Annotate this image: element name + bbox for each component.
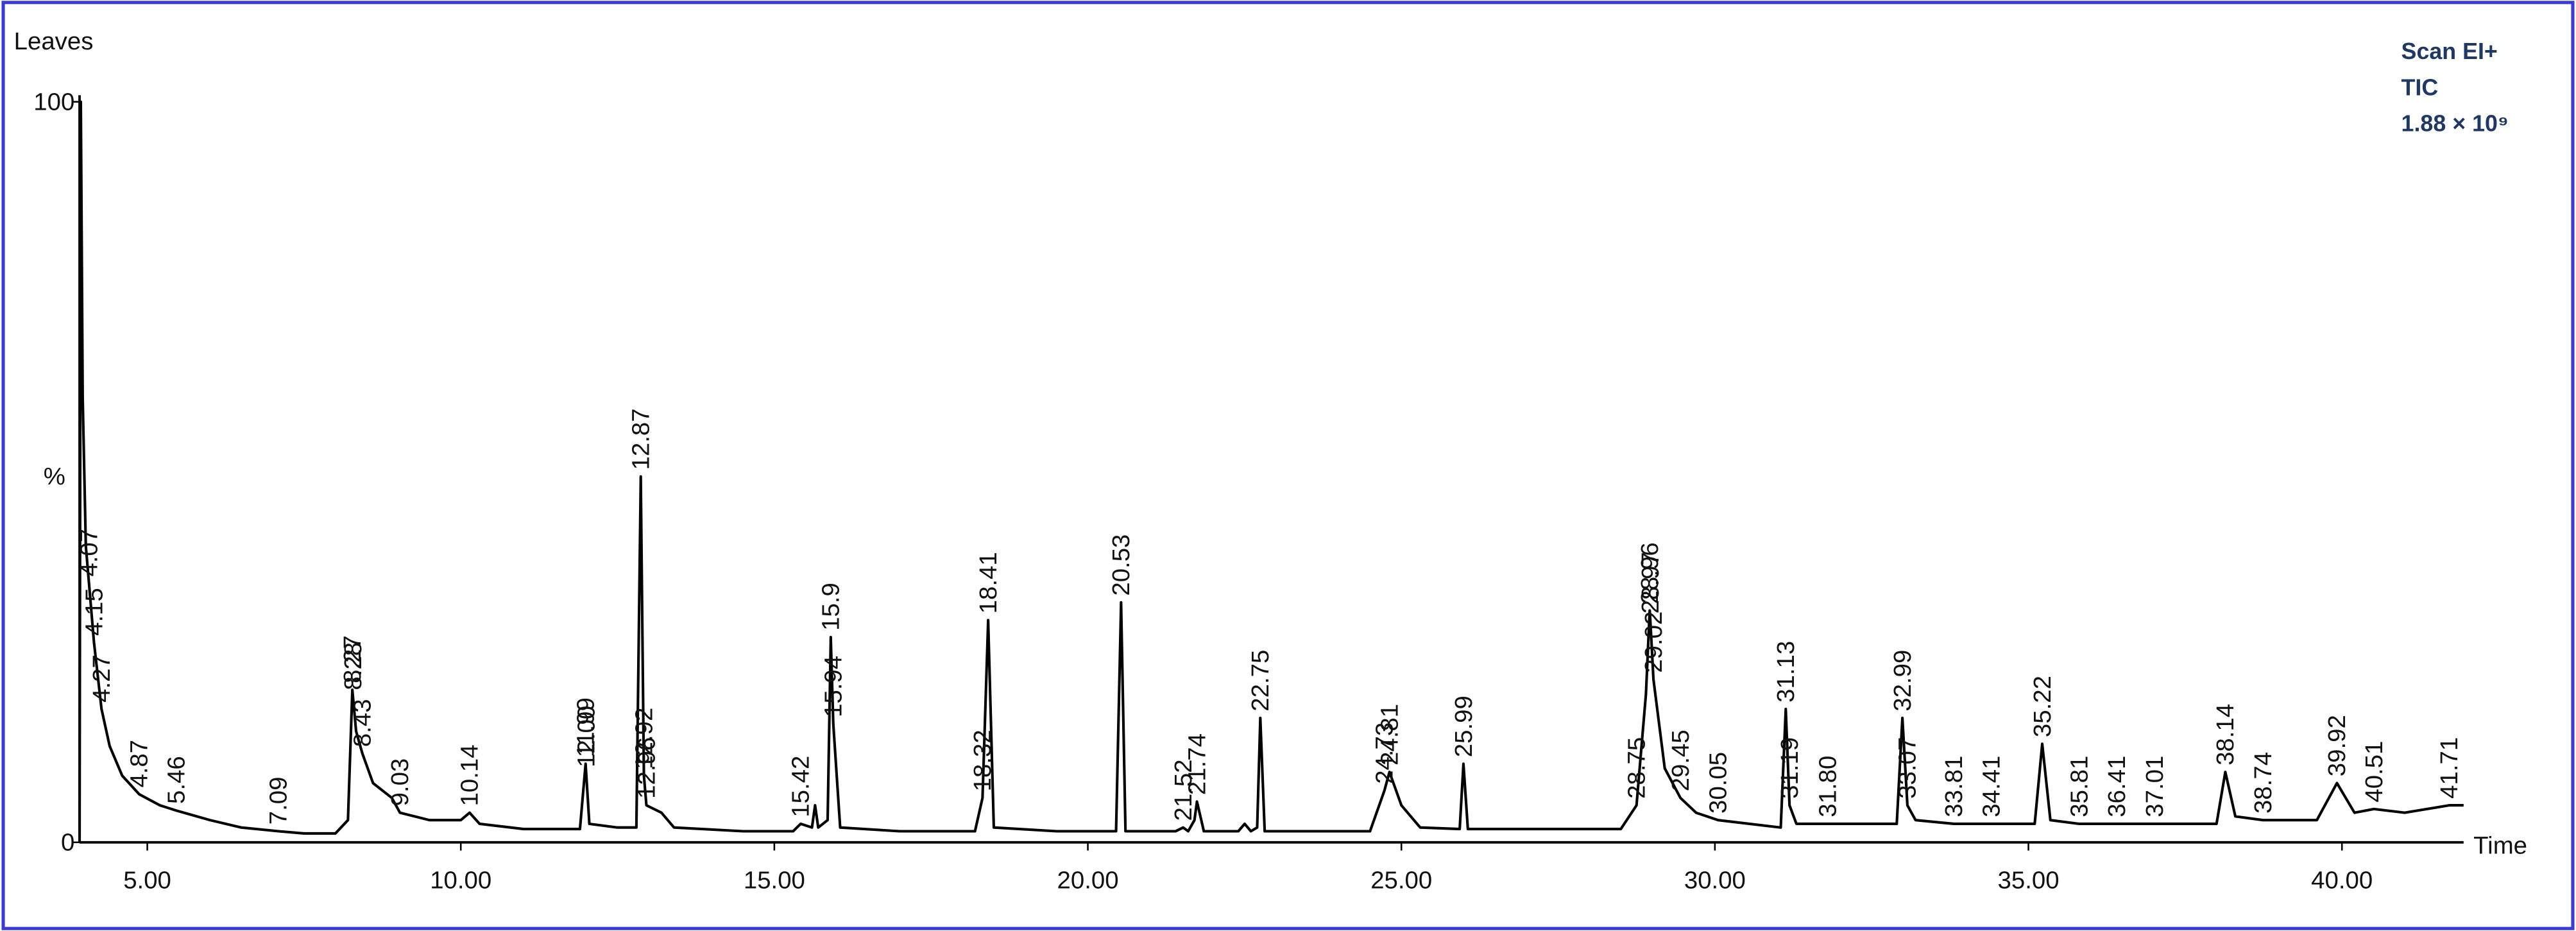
chart-title: Leaves [14,28,94,55]
peak-label: 40.51 [2360,741,2388,803]
x-tick-label: 20.00 [1057,866,1119,894]
peak-label: 29.02 [1640,611,1668,673]
annotation: TIC [2401,74,2439,100]
peak-label: 21.52 [1170,759,1197,821]
peak-label: 38.74 [2249,752,2277,814]
x-tick-label: 30.00 [1684,866,1746,894]
peak-label: 12.96 [633,737,660,799]
peak-label: 12.87 [627,408,655,470]
peak-label: 4.27 [88,654,115,703]
peak-label: 18.32 [969,730,996,791]
peak-label: 31.13 [1772,641,1800,703]
peak-label: 7.09 [265,777,293,825]
annotation: Scan EI+ [2401,38,2498,64]
annotation: 1.88 × 10⁹ [2401,111,2509,137]
peak-label: 12.92 [630,708,658,769]
peak-label: 15.42 [787,756,815,817]
peak-label: 20.53 [1107,534,1135,596]
peak-label: 8.43 [349,699,377,747]
peak-label: 25.99 [1450,696,1478,757]
peak-label: 5.46 [162,756,190,804]
x-axis-label: Time [2473,832,2527,860]
y-tick-label: 100 [33,88,74,115]
peak-label: 33.81 [1940,756,1968,817]
peak-label: 8.27 [339,635,366,683]
peak-label: 4.15 [80,588,108,636]
x-tick-label: 40.00 [2311,866,2373,894]
peak-label: 34.41 [1978,756,2006,817]
peak-label: 33.07 [1894,737,1922,799]
x-tick-label: 25.00 [1370,866,1432,894]
peak-label: 29.45 [1667,730,1694,791]
peak-label: 21.74 [1183,733,1211,795]
peak-label: 24.73 [1371,722,1399,784]
peak-label: 31.80 [1814,756,1842,817]
peak-label: 24.81 [1376,704,1403,765]
peak-label: 15.94 [820,656,848,717]
peak-label: 39.92 [2323,715,2351,776]
peak-label: 30.05 [1705,752,1732,814]
peak-label: 9.03 [386,758,414,807]
peak-label: 32.99 [1889,650,1916,712]
peak-label: 28.97 [1637,552,1664,613]
trace [78,100,2464,842]
peak-label: 8.28 [339,642,367,690]
peak-label: 11.99 [572,697,600,757]
peak-label: 15.9 [817,583,845,631]
peak-label: 38.14 [2212,704,2239,765]
peak-label: 35.22 [2029,676,2056,737]
peak-label: 41.71 [2435,737,2463,799]
peak-label: 28.75 [1623,737,1651,799]
peak-label: 4.87 [126,740,153,788]
peak-label: 4.07 [75,529,103,577]
peak-label: 37.01 [2141,756,2169,817]
peak-label: 31.19 [1776,737,1804,799]
peak-label: 28.96 [1636,542,1664,604]
x-tick-label: 35.00 [1998,866,2060,894]
peak-label: 36.41 [2103,756,2131,817]
x-tick-label: 15.00 [744,866,805,894]
peak-label: 18.41 [975,552,1002,613]
peak-label: 10.14 [456,744,484,806]
peak-label: 22.75 [1247,650,1274,712]
x-tick-label: 5.00 [123,866,171,894]
peak-label: 12.00 [572,706,600,767]
y-tick-label: 0 [61,829,74,857]
peak-label: 35.81 [2065,756,2093,817]
x-tick-label: 10.00 [430,866,491,894]
y-axis-label: % [44,463,65,490]
